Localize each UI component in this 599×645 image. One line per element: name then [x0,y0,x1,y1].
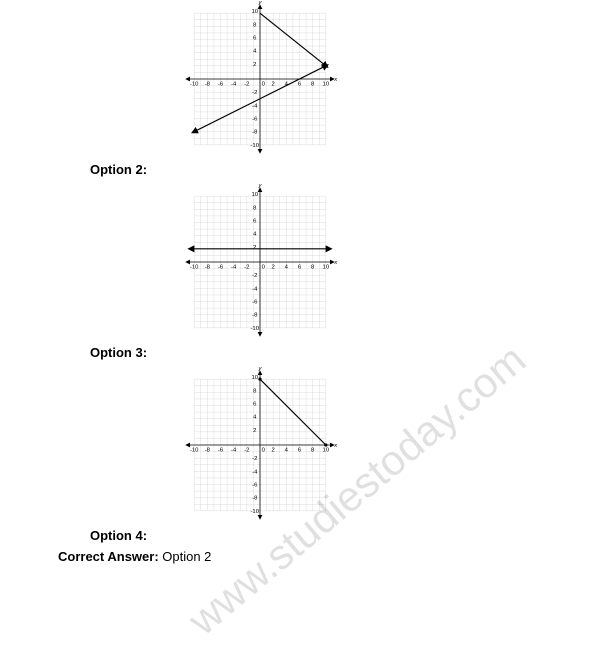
svg-text:6: 6 [253,402,257,408]
svg-text:10: 10 [323,448,330,454]
svg-text:8: 8 [311,448,315,454]
svg-text:-10: -10 [190,448,199,454]
svg-text:-8: -8 [252,130,258,136]
svg-text:0: 0 [262,82,266,88]
svg-text:10: 10 [251,192,258,198]
svg-text:-4: -4 [231,448,237,454]
svg-text:-4: -4 [231,82,237,88]
svg-text:-6: -6 [252,299,258,305]
svg-text:y: y [258,183,263,189]
svg-text:8: 8 [311,82,315,88]
svg-text:-8: -8 [205,265,211,271]
svg-text:2: 2 [272,265,275,271]
svg-text:8: 8 [311,265,315,271]
svg-text:-8: -8 [205,448,211,454]
svg-text:6: 6 [298,82,302,88]
y-axis-label: y [258,0,263,6]
option-3-label: Option 3: [90,345,599,360]
svg-text:10: 10 [251,9,258,15]
svg-text:-4: -4 [252,286,258,292]
svg-text:-4: -4 [252,103,258,109]
svg-text:-2: -2 [252,273,257,279]
svg-text:-2: -2 [252,90,257,96]
svg-text:-10: -10 [250,509,259,515]
svg-text:8: 8 [253,388,257,394]
svg-text:4: 4 [253,415,257,421]
svg-text:x: x [333,260,338,266]
svg-text:x: x [333,443,338,449]
option-2-label: Option 2: [90,162,599,177]
svg-text:-2: -2 [244,265,249,271]
svg-text:10: 10 [251,375,258,381]
svg-text:-8: -8 [252,313,258,319]
svg-text:4: 4 [285,82,289,88]
svg-text:2: 2 [253,245,256,251]
svg-text:-6: -6 [218,82,224,88]
svg-text:0: 0 [262,448,266,454]
svg-text:-2: -2 [244,82,249,88]
svg-text:-6: -6 [218,448,224,454]
svg-text:-4: -4 [252,469,258,475]
svg-text:6: 6 [253,219,257,225]
chart-1: -10-8-6-4-20246810 246810 -2-4-6-8-10 x … [180,0,599,158]
svg-text:-10: -10 [190,265,199,271]
svg-text:4: 4 [285,448,289,454]
svg-text:8: 8 [253,22,257,28]
answer-value: Option 2 [159,549,212,564]
chart-2: -10-8-6-4-20246810 246810 -2-4-6-8-10 x … [180,183,599,341]
correct-answer: Correct Answer: Option 2 [58,549,599,564]
chart-3-svg: -10-8-6-4-20246810 246810 -2-4-6-8-10 x … [180,366,340,524]
svg-text:-6: -6 [252,482,258,488]
svg-text:-8: -8 [205,82,211,88]
svg-text:6: 6 [298,448,302,454]
svg-text:-4: -4 [231,265,237,271]
svg-text:y: y [258,366,263,372]
chart-1-svg: -10-8-6-4-20246810 246810 -2-4-6-8-10 x … [180,0,340,158]
svg-text:4: 4 [253,49,257,55]
x-axis-label: x [333,77,338,83]
svg-text:-6: -6 [218,265,224,271]
svg-text:-6: -6 [252,116,258,122]
svg-text:2: 2 [253,62,256,68]
answer-prefix: Correct Answer: [58,549,159,564]
svg-text:-10: -10 [190,82,199,88]
svg-text:-8: -8 [252,496,258,502]
svg-text:-10: -10 [250,326,259,332]
svg-text:4: 4 [285,265,289,271]
chart-2-svg: -10-8-6-4-20246810 246810 -2-4-6-8-10 x … [180,183,340,341]
svg-text:-10: -10 [250,143,259,149]
svg-text:0: 0 [262,265,266,271]
chart-3: -10-8-6-4-20246810 246810 -2-4-6-8-10 x … [180,366,599,524]
svg-text:10: 10 [323,265,330,271]
svg-text:6: 6 [298,265,302,271]
svg-text:8: 8 [253,205,257,211]
svg-text:10: 10 [323,82,330,88]
svg-text:2: 2 [272,82,275,88]
svg-text:-2: -2 [244,448,249,454]
option-4-label: Option 4: [90,528,599,543]
svg-text:6: 6 [253,36,257,42]
svg-text:4: 4 [253,232,257,238]
svg-text:-2: -2 [252,456,257,462]
svg-text:2: 2 [272,448,275,454]
svg-text:2: 2 [253,428,256,434]
